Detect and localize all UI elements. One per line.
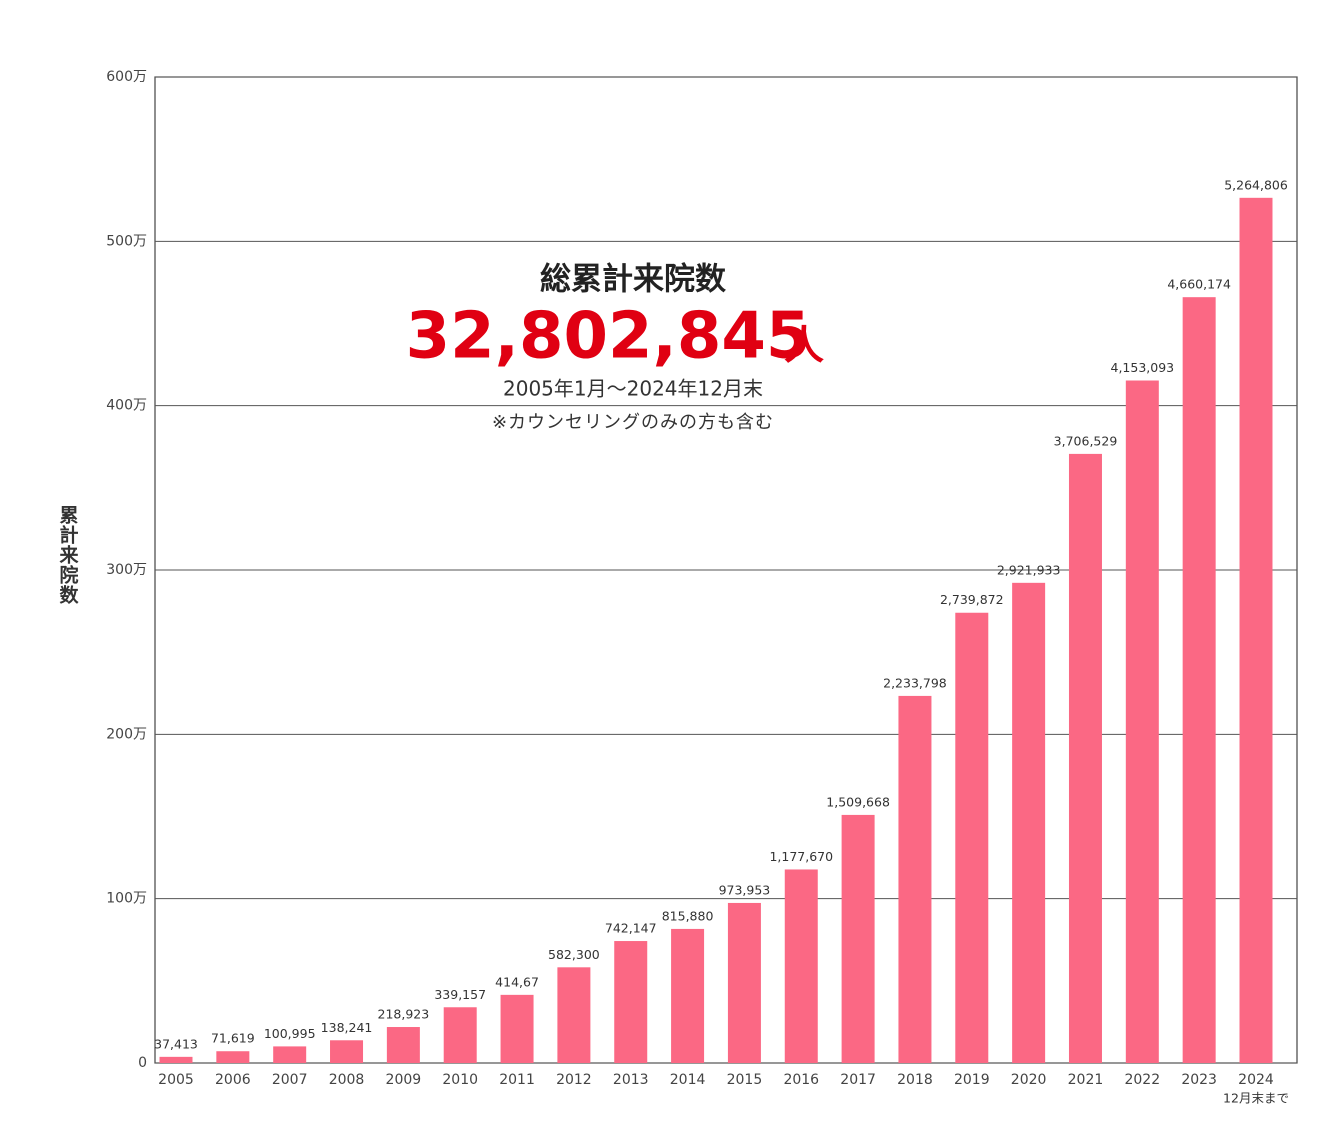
bar [330,1040,364,1063]
bar [898,695,932,1063]
x-tick-label: 2017 [840,1072,876,1088]
value-label: 742,147 [605,921,657,936]
bar [386,1027,420,1063]
y-tick-label: 400万 [106,398,147,414]
y-tick-label: 500万 [106,233,147,249]
x-tick-label: 2008 [329,1072,365,1088]
bar [1239,197,1273,1063]
bar [1012,582,1046,1063]
headline-title: 総累計来院数 [540,262,726,298]
value-label: 815,880 [662,908,714,923]
value-label: 4,660,174 [1167,277,1231,292]
x-tick-label: 2023 [1181,1072,1217,1088]
bar [159,1056,193,1063]
value-label: 3,706,529 [1054,433,1118,448]
value-label: 37,413 [154,1036,198,1051]
value-label: 414,67 [495,974,539,989]
headline-total: 32,802,845 [406,300,811,374]
bar [500,994,534,1063]
x-note: 12月末まで [1223,1091,1289,1106]
x-tick-label: 2011 [499,1072,535,1088]
bar [955,612,989,1063]
bar [727,902,761,1063]
x-tick-label: 2022 [1124,1072,1160,1088]
y-tick-label: 600万 [106,69,147,85]
bar [443,1007,477,1063]
value-label: 71,619 [211,1031,255,1046]
bar [273,1046,307,1063]
bar [841,814,875,1063]
value-label: 2,921,933 [997,562,1061,577]
x-tick-label: 2020 [1011,1072,1047,1088]
value-label: 582,300 [548,947,600,962]
value-label: 100,995 [264,1026,316,1041]
bar [557,967,591,1063]
x-tick-label: 2021 [1068,1072,1104,1088]
x-tick-label: 2015 [727,1072,763,1088]
headline-unit: 人 [784,323,824,369]
bar [1182,297,1216,1063]
headline-note: ※カウンセリングのみの方も含む [492,412,774,433]
x-tick-label: 2016 [783,1072,819,1088]
value-label: 218,923 [378,1007,430,1022]
value-label: 973,953 [719,882,771,897]
value-label: 1,177,670 [769,849,833,864]
x-tick-label: 2012 [556,1072,592,1088]
x-tick-label: 2010 [442,1072,478,1088]
value-label: 5,264,806 [1224,177,1288,192]
y-tick-label: 200万 [106,726,147,742]
y-tick-label: 300万 [106,562,147,578]
x-tick-label: 2009 [386,1072,422,1088]
value-label: 4,153,093 [1111,360,1175,375]
y-axis-label: 累計来院数 [57,505,79,605]
x-tick-label: 2018 [897,1072,933,1088]
x-tick-label: 2006 [215,1072,251,1088]
headline-period: 2005年1月～2024年12月末 [503,377,763,401]
y-tick-label: 100万 [106,891,147,907]
bar [614,941,648,1063]
value-label: 138,241 [321,1020,373,1035]
bar [216,1051,250,1063]
x-tick-label: 2005 [158,1072,194,1088]
value-label: 2,739,872 [940,592,1004,607]
value-label: 1,509,668 [826,794,890,809]
bar [784,869,818,1063]
x-tick-label: 2024 [1238,1072,1274,1088]
x-tick-label: 2013 [613,1072,649,1088]
x-tick-label: 2014 [670,1072,706,1088]
bar [1068,453,1102,1063]
value-label: 339,157 [434,987,486,1002]
bar [1125,380,1159,1063]
y-tick-label: 0 [138,1055,147,1071]
x-tick-label: 2007 [272,1072,308,1088]
bar [671,928,705,1063]
value-label: 2,233,798 [883,675,947,690]
x-tick-label: 2019 [954,1072,990,1088]
